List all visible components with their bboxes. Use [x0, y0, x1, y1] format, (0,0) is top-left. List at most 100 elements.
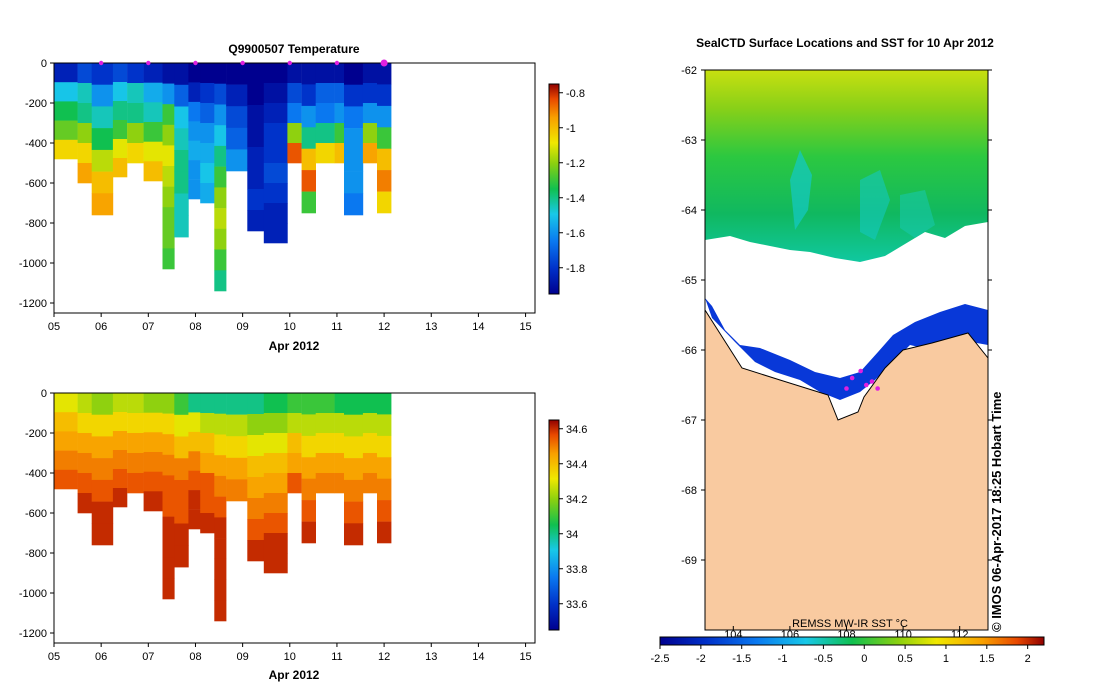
salinity-colorbar-tick-label: 34	[566, 529, 578, 541]
salinity-cell	[77, 473, 92, 494]
latitude-tick-label: -63	[681, 135, 697, 147]
salinity-cell	[188, 451, 201, 471]
temperature-cell	[162, 166, 175, 187]
temperature-x-axis: 05 06 07 08 09 10 11 12 13 14 15	[48, 313, 532, 333]
salinity-x-axis: 05 06 07 08 09 10 11 12 13 14 15	[48, 643, 532, 663]
map-latitude-axis: -62 -63 -64 -65 -66 -67 -68 -69	[681, 65, 992, 567]
temperature-cell	[91, 128, 114, 151]
sst-cool-patch	[900, 190, 935, 238]
salinity-cell	[214, 393, 227, 414]
temperature-cell	[287, 143, 302, 164]
temperature-cell	[77, 103, 92, 124]
salinity-cell	[263, 393, 288, 414]
salinity-colorbar-ticks: 34.6 34.4 34.2 34 33.8 33.6	[559, 424, 587, 611]
map-title: SealCTD Surface Locations and SST for 10…	[696, 36, 994, 50]
salinity-cell	[287, 453, 302, 474]
salinity-cell	[127, 473, 144, 494]
sealctd-location-marker	[858, 368, 863, 374]
salinity-x-tick-label: 08	[189, 651, 201, 663]
sst-cool-patch	[790, 150, 812, 230]
temperature-cell	[315, 83, 335, 104]
salinity-cell	[377, 435, 392, 458]
profile-marker	[98, 60, 104, 66]
temperature-cell	[214, 228, 227, 250]
temperature-cell	[334, 123, 345, 144]
temperature-cell	[112, 101, 128, 121]
temperature-cell	[143, 63, 163, 83]
temperature-cell	[174, 63, 189, 86]
salinity-cell	[226, 393, 248, 415]
profile-marker	[334, 60, 340, 66]
sst-map	[704, 70, 989, 631]
temperature-cell	[77, 143, 92, 164]
temperature-cell	[377, 105, 392, 128]
temperature-cell	[143, 82, 163, 103]
salinity-cell	[214, 517, 227, 539]
temperature-cell	[200, 163, 215, 184]
latitude-tick-label: -62	[681, 65, 697, 77]
temperature-cell	[263, 183, 288, 204]
salinity-cell	[174, 393, 189, 416]
salinity-x-label: Apr 2012	[269, 668, 320, 682]
salinity-cell	[188, 509, 201, 530]
salinity-cell	[162, 578, 175, 600]
temperature-y-tick-label: -800	[25, 218, 47, 230]
sst-colorbar-tick-label: 1	[943, 653, 949, 665]
sst-colorbar-label: REMSS MW-IR SST °C	[792, 618, 908, 630]
temperature-cell	[263, 163, 288, 184]
temperature-cell	[263, 223, 288, 244]
temperature-cell	[263, 123, 288, 144]
salinity-cell	[315, 413, 335, 434]
sst-open-ocean	[705, 70, 988, 262]
salinity-cell	[188, 393, 201, 413]
temperature-cell	[315, 103, 335, 124]
temperature-cell	[344, 63, 364, 85]
temperature-cell	[112, 139, 128, 159]
salinity-cell	[143, 452, 163, 472]
temperature-cell	[91, 193, 114, 216]
temperature-x-tick-label: 13	[425, 321, 437, 333]
temperature-cell	[344, 149, 364, 172]
temperature-cell	[377, 63, 392, 85]
salinity-cell	[226, 414, 248, 437]
temperature-cell	[214, 166, 227, 188]
temperature-cell	[174, 150, 189, 173]
salinity-cell	[54, 469, 78, 490]
salinity-x-tick-label: 05	[48, 651, 60, 663]
salinity-cell	[77, 393, 92, 414]
temperature-cell	[214, 270, 227, 292]
salinity-cell	[214, 475, 227, 497]
salinity-cell	[174, 436, 189, 459]
temperature-colorbar-tick-label: -1.6	[566, 228, 585, 240]
salinity-cell	[127, 413, 144, 434]
salinity-y-tick-label: -400	[25, 468, 47, 480]
sst-colorbar-tick-label: 0	[861, 653, 867, 665]
temperature-cell	[112, 120, 128, 140]
salinity-cell	[214, 496, 227, 518]
salinity-cell	[162, 516, 175, 538]
temperature-cell	[200, 63, 215, 84]
temperature-cell	[174, 193, 189, 216]
temperature-cell	[174, 128, 189, 151]
temperature-cell	[263, 83, 288, 104]
temperature-x-label: Apr 2012	[269, 339, 320, 353]
temperature-cell	[263, 103, 288, 124]
salinity-cell	[112, 393, 128, 413]
salinity-x-tick-label: 07	[142, 651, 154, 663]
salinity-sections	[54, 393, 392, 622]
salinity-cell	[91, 393, 114, 415]
temperature-cell	[91, 149, 114, 172]
latitude-tick-label: -66	[681, 345, 697, 357]
salinity-x-tick-label: 09	[237, 651, 249, 663]
salinity-cell	[247, 393, 265, 415]
temperature-cell	[334, 103, 345, 124]
temperature-colorbar	[548, 83, 560, 295]
salinity-colorbar-tick-label: 34.2	[566, 494, 587, 506]
salinity-cell	[214, 558, 227, 580]
temperature-x-tick-label: 08	[189, 321, 201, 333]
salinity-cell	[91, 414, 114, 437]
salinity-x-tick-label: 14	[472, 651, 484, 663]
salinity-cell	[344, 523, 364, 546]
profile-marker	[193, 60, 198, 66]
